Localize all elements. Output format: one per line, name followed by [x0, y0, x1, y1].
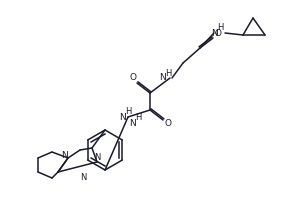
- Text: H: H: [135, 114, 141, 122]
- Text: O: O: [130, 73, 136, 82]
- Text: H: H: [165, 68, 171, 77]
- Text: N: N: [80, 173, 86, 182]
- Text: N: N: [130, 118, 136, 128]
- Text: N: N: [94, 154, 100, 162]
- Text: H: H: [125, 108, 131, 116]
- Text: N: N: [211, 28, 218, 38]
- Text: N: N: [61, 150, 68, 160]
- Text: N: N: [118, 112, 125, 121]
- Text: O: O: [164, 119, 172, 129]
- Text: N: N: [159, 73, 165, 82]
- Text: H: H: [217, 23, 223, 32]
- Text: O: O: [214, 29, 221, 38]
